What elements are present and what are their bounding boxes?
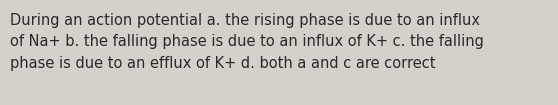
Text: During an action potential a. the rising phase is due to an influx
of Na+ b. the: During an action potential a. the rising… — [10, 13, 484, 71]
